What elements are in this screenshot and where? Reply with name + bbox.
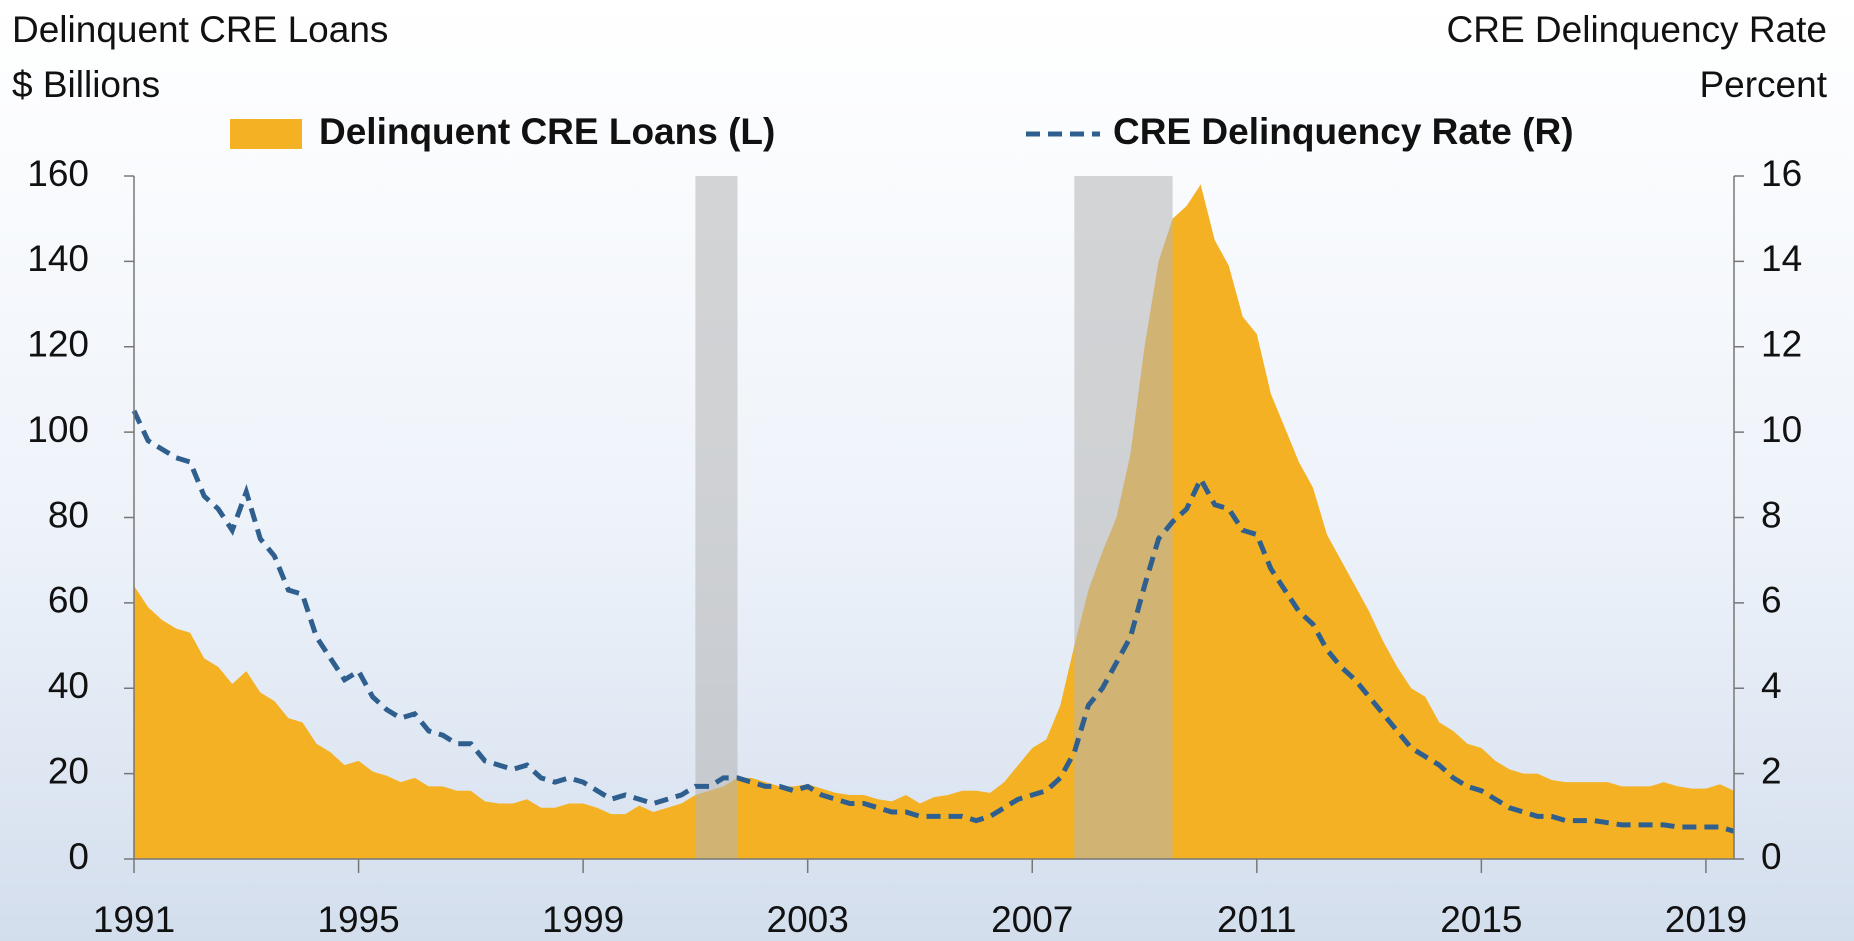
y2-tick-label: 14 [1761, 238, 1802, 279]
y-tick-label: 140 [27, 238, 89, 279]
y2-tick-label: 16 [1761, 153, 1802, 194]
y-tick-label: 100 [27, 409, 89, 450]
x-tick-label: 2003 [767, 899, 849, 940]
y2-tick-label: 8 [1761, 494, 1782, 535]
x-tick-label: 1999 [542, 899, 624, 940]
x-tick-label: 2015 [1440, 899, 1522, 940]
x-tick-label: 2011 [1217, 899, 1297, 940]
legend-label: Delinquent CRE Loans (L) [319, 111, 775, 152]
right-axis-unit: Percent [1699, 64, 1827, 105]
y-tick-label: 160 [27, 153, 89, 194]
shaded-period [695, 176, 738, 859]
x-tick-label: 2019 [1665, 899, 1747, 940]
y-tick-label: 80 [48, 494, 89, 535]
legend-swatch [230, 119, 302, 149]
line [131, 409, 1735, 834]
left-axis-title: Delinquent CRE Loans [12, 9, 388, 50]
shaded-period [1074, 176, 1173, 859]
y2-tick-label: 6 [1761, 580, 1782, 621]
y2-tick-label: 2 [1761, 750, 1782, 791]
right-axis-title: CRE Delinquency Rate [1447, 9, 1827, 50]
x-tick-label: 1995 [317, 899, 399, 940]
left-axis-unit: $ Billions [12, 64, 160, 105]
y2-tick-label: 4 [1761, 665, 1782, 706]
y2-tick-label: 12 [1761, 324, 1802, 365]
y2-tick-label: 10 [1761, 409, 1802, 450]
y2-tick-label: 0 [1761, 836, 1782, 877]
x-tick-label: 1991 [93, 899, 175, 940]
y-tick-label: 60 [48, 580, 89, 621]
y-tick-label: 120 [27, 324, 89, 365]
y-tick-label: 40 [48, 665, 89, 706]
area [134, 184, 1734, 860]
x-tick-label: 2007 [991, 899, 1073, 940]
legend-label: CRE Delinquency Rate (R) [1113, 111, 1574, 152]
y-tick-label: 20 [48, 750, 89, 791]
y-tick-label: 0 [68, 836, 89, 877]
